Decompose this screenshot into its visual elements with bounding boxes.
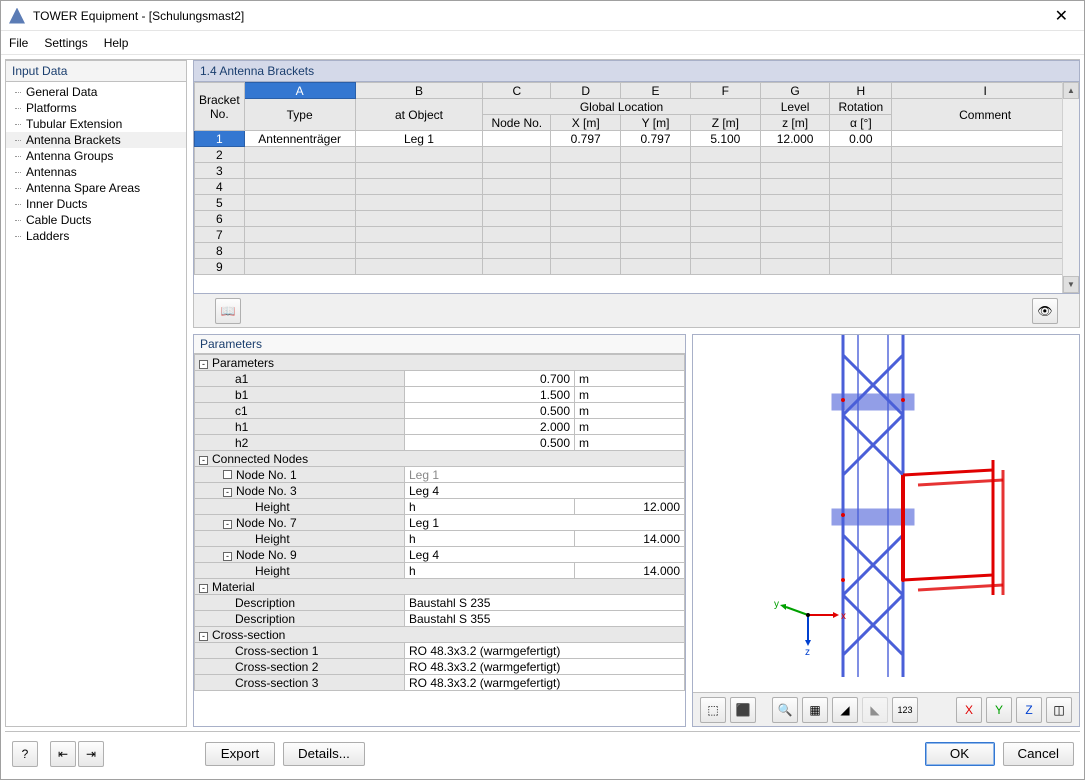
sidebar-item[interactable]: Antenna Groups <box>6 148 186 164</box>
help-icon[interactable]: ? <box>12 741 38 767</box>
next-icon[interactable]: ⇥ <box>78 741 104 767</box>
menu-settings[interactable]: Settings <box>44 36 87 50</box>
menu-file[interactable]: File <box>9 36 28 50</box>
sidebar: Input Data General DataPlatformsTubular … <box>5 60 187 727</box>
preview-toolbar: ⬚ ⬛ 🔍 ▦ ◢ ◣ 123 X Y Z ◫ <box>693 692 1079 726</box>
sidebar-item[interactable]: Tubular Extension <box>6 116 186 132</box>
svg-text:z: z <box>805 647 810 658</box>
view3-icon[interactable]: ◣ <box>862 697 888 723</box>
details-button[interactable]: Details... <box>283 742 365 766</box>
view-z-icon[interactable]: Z <box>1016 697 1042 723</box>
grid-toolbar: 📖 👁 <box>193 294 1080 328</box>
sidebar-item[interactable]: Ladders <box>6 228 186 244</box>
preview-canvas[interactable]: x y z <box>693 335 1079 692</box>
export-button[interactable]: Export <box>205 742 275 766</box>
grid-scrollbar[interactable]: ▲ ▼ <box>1062 82 1079 293</box>
sidebar-item[interactable]: Cable Ducts <box>6 212 186 228</box>
bracket-grid[interactable]: Bracket No.ABCDEFGHITypeat ObjectGlobal … <box>193 82 1080 294</box>
close-icon[interactable]: ✕ <box>1047 6 1076 26</box>
menu-help[interactable]: Help <box>104 36 129 50</box>
section-title: 1.4 Antenna Brackets <box>193 60 1080 82</box>
pick-icon[interactable]: ⬛ <box>730 697 756 723</box>
sidebar-item[interactable]: General Data <box>6 84 186 100</box>
view1-icon[interactable]: ▦ <box>802 697 828 723</box>
view2-icon[interactable]: ◢ <box>832 697 858 723</box>
sidebar-header: Input Data <box>6 61 186 82</box>
library-icon[interactable]: 📖 <box>215 298 241 324</box>
cancel-button[interactable]: Cancel <box>1003 742 1075 766</box>
svg-text:y: y <box>774 599 779 610</box>
prev-icon[interactable]: ⇤ <box>50 741 76 767</box>
sidebar-item[interactable]: Antenna Brackets <box>6 132 186 148</box>
sidebar-item[interactable]: Platforms <box>6 100 186 116</box>
select-icon[interactable]: ⬚ <box>700 697 726 723</box>
view-y-icon[interactable]: Y <box>986 697 1012 723</box>
eye-icon[interactable]: 👁 <box>1032 298 1058 324</box>
main-window: TOWER Equipment - [Schulungsmast2] ✕ Fil… <box>0 0 1085 780</box>
scroll-down-icon[interactable]: ▼ <box>1063 276 1079 293</box>
sidebar-item[interactable]: Inner Ducts <box>6 196 186 212</box>
view-x-icon[interactable]: X <box>956 697 982 723</box>
parameters-panel: Parameters -Parametersa10.700mb11.500mc1… <box>193 334 686 727</box>
preview-panel: x y z <box>692 334 1080 727</box>
sidebar-tree: General DataPlatformsTubular ExtensionAn… <box>6 82 186 246</box>
ok-button[interactable]: OK <box>925 742 995 766</box>
scroll-up-icon[interactable]: ▲ <box>1063 82 1079 99</box>
footer: ? ⇤ ⇥ Export Details... OK Cancel <box>5 731 1080 775</box>
app-icon <box>9 8 25 24</box>
svg-text:x: x <box>841 611 846 622</box>
view-iso-icon[interactable]: ◫ <box>1046 697 1072 723</box>
titlebar: TOWER Equipment - [Schulungsmast2] ✕ <box>1 1 1084 31</box>
parameters-title: Parameters <box>194 335 685 354</box>
zoom-icon[interactable]: 🔍 <box>772 697 798 723</box>
labels-icon[interactable]: 123 <box>892 697 918 723</box>
sidebar-item[interactable]: Antenna Spare Areas <box>6 180 186 196</box>
window-title: TOWER Equipment - [Schulungsmast2] <box>33 9 1047 23</box>
menubar: File Settings Help <box>1 31 1084 55</box>
sidebar-item[interactable]: Antennas <box>6 164 186 180</box>
